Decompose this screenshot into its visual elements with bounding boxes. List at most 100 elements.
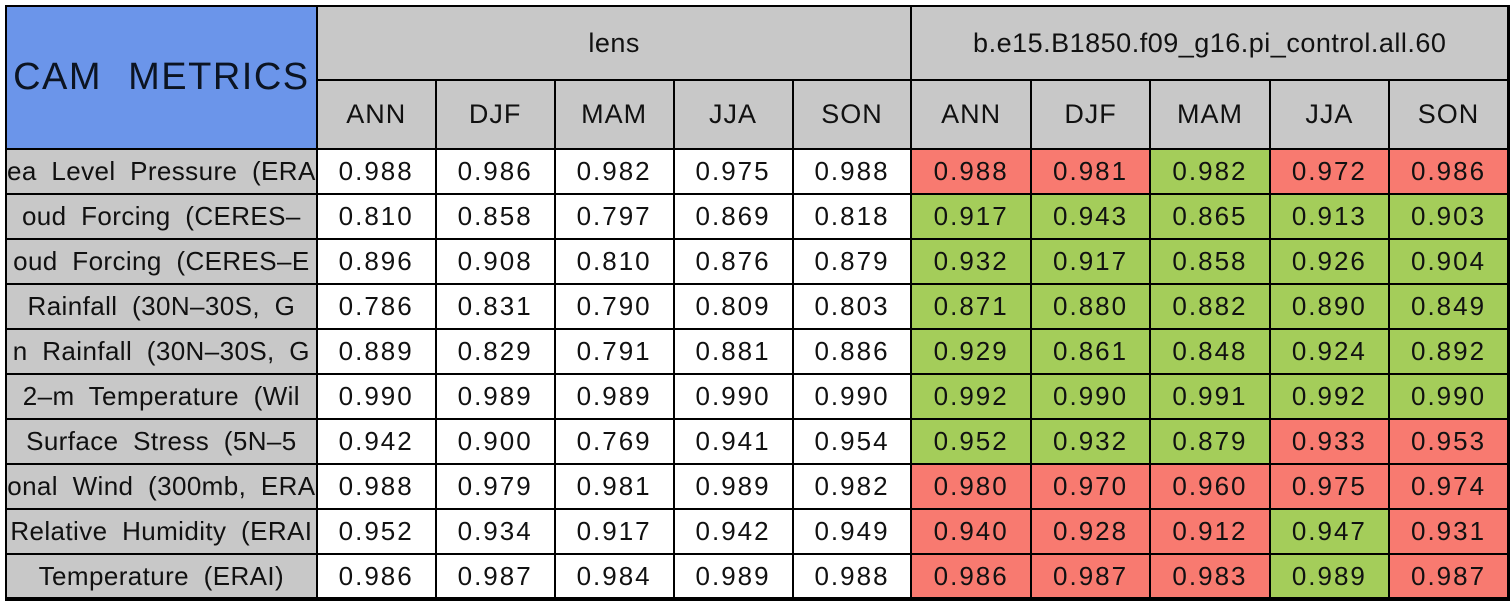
control-value-cell: 0.932 (910, 238, 1032, 285)
lens-value-cell: 0.791 (553, 328, 675, 375)
control-value-cell: 0.990 (1388, 373, 1510, 420)
control-value-cell: 0.982 (1149, 148, 1271, 195)
metrics-tbody: ea Level Pressure (ERA 0.988 0.986 0.982 0.9… (5, 148, 1510, 601)
lens-value-cell: 0.949 (791, 508, 913, 555)
lens-value-cell: 0.942 (672, 508, 794, 555)
lens-value-cell: 0.879 (791, 238, 913, 285)
lens-value-cell: 0.989 (434, 373, 556, 420)
control-value-cell: 0.943 (1029, 193, 1152, 240)
lens-value-cell: 0.989 (672, 463, 794, 510)
control-value-cell: 0.972 (1268, 148, 1391, 195)
control-value-cell: 0.929 (910, 328, 1032, 375)
lens-value-cell: 0.810 (553, 238, 675, 285)
lens-value-cell: 0.829 (434, 328, 556, 375)
control-value-cell: 0.865 (1149, 193, 1271, 240)
control-value-cell: 0.988 (910, 148, 1032, 195)
lens-value-cell: 0.981 (553, 463, 675, 510)
lens-value-cell: 0.886 (791, 328, 913, 375)
table-row: 2–m Temperature (Wil 0.990 0.989 0.989 0.990… (5, 373, 1510, 420)
lens-value-cell: 0.975 (672, 148, 794, 195)
metric-label: n Rainfall (30N–30S, G (5, 328, 318, 375)
control-value-cell: 0.975 (1268, 463, 1391, 510)
lens-value-cell: 0.896 (315, 238, 437, 285)
metric-label: Relative Humidity (ERAI (5, 508, 318, 555)
lens-value-cell: 0.989 (553, 373, 675, 420)
lens-value-cell: 0.987 (434, 553, 556, 601)
metric-label: Surface Stress (5N–5 (5, 418, 318, 465)
lens-value-cell: 0.803 (791, 283, 913, 330)
lens-value-cell: 0.982 (791, 463, 913, 510)
control-value-cell: 0.980 (910, 463, 1032, 510)
lens-value-cell: 0.952 (315, 508, 437, 555)
control-value-cell: 0.928 (1029, 508, 1152, 555)
season-header-jja: JJA (1268, 79, 1391, 150)
lens-value-cell: 0.869 (672, 193, 794, 240)
table-row: onal Wind (300mb, ERA 0.988 0.979 0.981 0.98… (5, 463, 1510, 510)
season-header-row: ANN DJF MAM JJA SON ANN DJF MAM JJA SON (6, 79, 1510, 150)
metric-label: oud Forcing (CERES–E (5, 238, 318, 285)
metric-label: 2–m Temperature (Wil (5, 373, 318, 420)
lens-value-cell: 0.876 (672, 238, 794, 285)
lens-value-cell: 0.769 (553, 418, 675, 465)
control-value-cell: 0.871 (910, 283, 1032, 330)
control-value-cell: 0.987 (1388, 553, 1510, 601)
lens-value-cell: 0.810 (315, 193, 437, 240)
control-value-cell: 0.931 (1388, 508, 1510, 555)
control-value-cell: 0.992 (910, 373, 1032, 420)
lens-value-cell: 0.990 (672, 373, 794, 420)
control-value-cell: 0.913 (1268, 193, 1391, 240)
table-row: Surface Stress (5N–5 0.942 0.900 0.769 0.941… (5, 418, 1510, 465)
lens-value-cell: 0.942 (315, 418, 437, 465)
lens-value-cell: 0.809 (672, 283, 794, 330)
control-value-cell: 0.981 (1029, 148, 1152, 195)
control-value-cell: 0.953 (1388, 418, 1510, 465)
control-value-cell: 0.903 (1388, 193, 1510, 240)
metric-label: Rainfall (30N–30S, G (5, 283, 318, 330)
control-value-cell: 0.882 (1149, 283, 1271, 330)
table-row: Temperature (ERAI) 0.986 0.987 0.984 0.989 0.… (5, 553, 1510, 601)
control-value-cell: 0.990 (1029, 373, 1152, 420)
lens-value-cell: 0.986 (315, 553, 437, 601)
metric-label: oud Forcing (CERES– (5, 193, 318, 240)
lens-value-cell: 0.889 (315, 328, 437, 375)
lens-value-cell: 0.954 (791, 418, 913, 465)
control-value-cell: 0.974 (1388, 463, 1510, 510)
control-value-cell: 0.933 (1268, 418, 1391, 465)
lens-value-cell: 0.979 (434, 463, 556, 510)
lens-value-cell: 0.786 (315, 283, 437, 330)
control-value-cell: 0.879 (1149, 418, 1271, 465)
table-row: oud Forcing (CERES–E 0.896 0.908 0.810 0.876… (5, 238, 1510, 285)
lens-value-cell: 0.908 (434, 238, 556, 285)
lens-value-cell: 0.990 (315, 373, 437, 420)
control-value-cell: 0.904 (1388, 238, 1510, 285)
control-value-cell: 0.917 (1029, 238, 1152, 285)
control-value-cell: 0.987 (1029, 553, 1152, 601)
lens-value-cell: 0.917 (553, 508, 675, 555)
lens-value-cell: 0.881 (672, 328, 794, 375)
control-value-cell: 0.992 (1268, 373, 1391, 420)
season-header-djf: DJF (1029, 79, 1152, 150)
control-value-cell: 0.924 (1268, 328, 1391, 375)
control-value-cell: 0.983 (1149, 553, 1271, 601)
lens-value-cell: 0.818 (791, 193, 913, 240)
season-header-mam: MAM (1149, 79, 1271, 150)
table-row: n Rainfall (30N–30S, G 0.889 0.829 0.791 0.8… (5, 328, 1510, 375)
season-header-ann: ANN (315, 79, 437, 150)
metric-label: ea Level Pressure (ERA (5, 148, 318, 195)
metric-label: Temperature (ERAI) (5, 553, 318, 601)
lens-value-cell: 0.984 (553, 553, 675, 601)
control-value-cell: 0.858 (1149, 238, 1271, 285)
lens-value-cell: 0.989 (672, 553, 794, 601)
control-value-cell: 0.960 (1149, 463, 1271, 510)
lens-value-cell: 0.988 (315, 463, 437, 510)
control-value-cell: 0.861 (1029, 328, 1152, 375)
lens-value-cell: 0.934 (434, 508, 556, 555)
season-header-mam: MAM (553, 79, 675, 150)
lens-value-cell: 0.982 (553, 148, 675, 195)
group-header-control: b.e15.B1850.f09_g16.pi_control.all.60 (910, 5, 1510, 81)
season-header-son: SON (791, 79, 913, 150)
control-value-cell: 0.989 (1268, 553, 1391, 601)
lens-value-cell: 0.941 (672, 418, 794, 465)
control-value-cell: 0.947 (1268, 508, 1391, 555)
